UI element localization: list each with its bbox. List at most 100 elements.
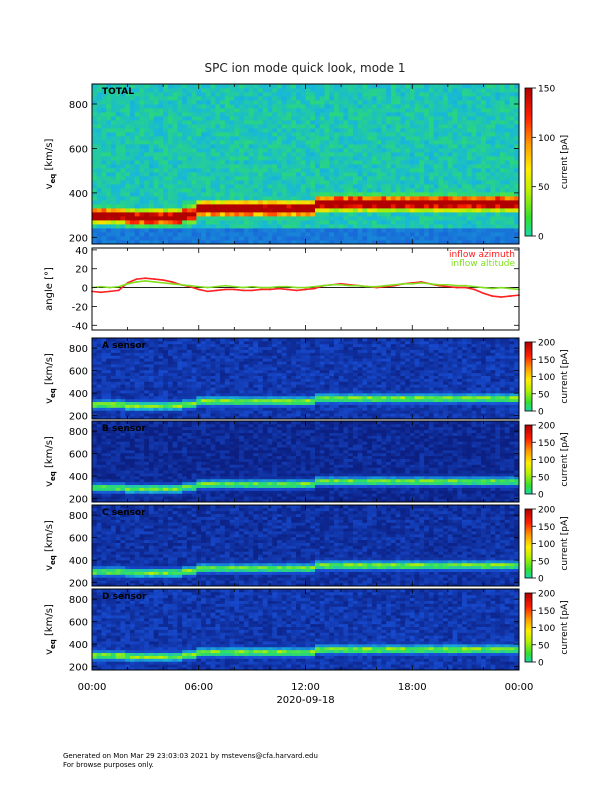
heatmap-cell [210,364,216,368]
heatmap-cell [500,176,506,181]
heatmap-cell [452,180,458,185]
heatmap-cell [205,180,212,185]
heatmap-cell [466,84,472,89]
heatmap-cell [405,216,411,221]
heatmap-cell [419,212,425,217]
heatmap-cell [201,184,207,189]
heatmap-cell [120,349,126,353]
heatmap-cell [144,387,150,391]
heatmap-cell [158,152,164,157]
heatmap-cell [357,192,363,197]
heatmap-cell [167,358,174,362]
heatmap-cell [139,343,145,348]
heatmap-cell [281,176,287,181]
heatmap-cell [433,176,439,181]
heatmap-cell [96,366,102,371]
heatmap-cell [357,100,363,105]
heatmap-cell [153,410,159,414]
heatmap-cell [300,124,306,129]
heatmap-cell [220,100,226,105]
heatmap-cell [153,100,159,105]
heatmap-cell [258,236,264,241]
heatmap-cell [281,404,287,408]
heatmap-cell [234,148,240,153]
heatmap-cell [281,416,287,420]
heatmap-cell [443,84,449,89]
heatmap-cell [106,132,112,137]
heatmap-cell [376,160,382,165]
heatmap-cell [148,236,155,241]
heatmap-cell [428,240,434,245]
heatmap-cell [414,216,420,221]
y-tick-label: 20 [75,265,88,276]
heatmap-cell [120,240,126,245]
heatmap-cell [504,144,510,149]
heatmap-cell [191,120,197,125]
heatmap-cell [153,188,159,193]
heatmap-cell [148,413,155,417]
heatmap-cell [243,116,249,121]
heatmap-cell [296,240,302,245]
heatmap-cell [277,340,283,345]
heatmap-cell [471,96,477,101]
heatmap-cell [110,240,117,245]
heatmap-cell [281,152,287,157]
heatmap-cell [153,398,159,403]
heatmap-cell [462,240,468,245]
heatmap-cell [186,410,193,414]
heatmap-cell [243,124,249,129]
heatmap-cell [106,398,112,403]
heatmap-cell [419,240,425,245]
heatmap-cell [243,140,249,145]
heatmap-cell [92,369,98,374]
heatmap-cell [229,188,235,193]
heatmap-cell [443,200,449,205]
heatmap-cell [92,392,98,397]
heatmap-cell [357,132,363,137]
heatmap-cell [144,416,150,420]
heatmap-cell [286,88,292,93]
heatmap-cell [267,164,273,169]
heatmap-cell [106,392,112,397]
heatmap-cell [514,208,520,213]
heatmap-cell [172,352,178,356]
heatmap-cell [239,375,245,379]
heatmap-cell [277,240,283,245]
heatmap-cell [167,200,174,205]
heatmap-cell [300,116,306,121]
heatmap-cell [243,413,249,417]
heatmap-cell [148,164,155,169]
heatmap-cell [286,352,292,356]
heatmap-cell [343,132,349,137]
heatmap-cell [201,96,207,101]
heatmap-cell [248,196,254,201]
heatmap-cell [277,172,283,177]
heatmap-cell [462,228,468,233]
heatmap-cell [253,224,259,229]
heatmap-cell [504,156,510,161]
heatmap-cell [253,144,259,149]
heatmap-cell [286,398,292,403]
heatmap-cell [314,124,321,129]
heatmap-cell [144,404,150,408]
heatmap-cell [452,220,458,225]
heatmap-cell [158,346,164,350]
heatmap-cell [201,372,207,376]
heatmap-cell [129,355,136,359]
heatmap-cell [319,176,325,181]
heatmap-cell [220,236,226,241]
heatmap-cell [386,144,392,149]
heatmap-cell [134,343,140,348]
heatmap-cell [296,84,302,89]
heatmap-cell [253,204,259,209]
heatmap-cell [129,410,136,414]
heatmap-cell [125,220,131,225]
heatmap-cell [447,144,453,149]
heatmap-cell [424,92,430,97]
heatmap-cell [281,387,287,391]
heatmap-cell [352,224,359,229]
heatmap-cell [400,172,406,177]
heatmap-cell [243,104,249,109]
heatmap-cell [182,398,188,403]
heatmap-cell [158,220,164,225]
